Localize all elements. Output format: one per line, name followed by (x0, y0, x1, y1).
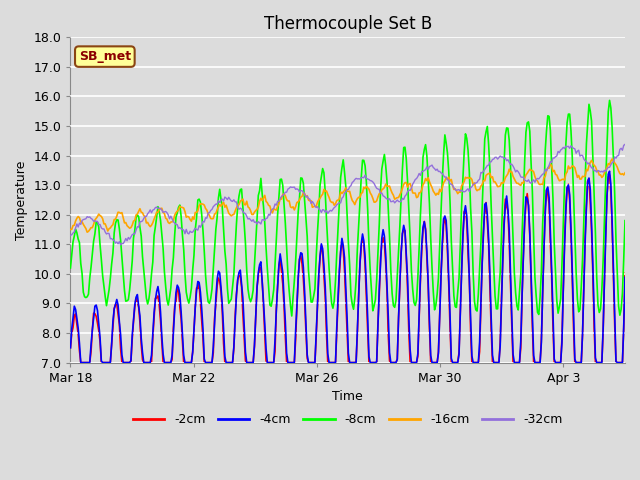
Y-axis label: Temperature: Temperature (15, 160, 28, 240)
X-axis label: Time: Time (332, 390, 363, 403)
Text: SB_met: SB_met (79, 50, 131, 63)
Title: Thermocouple Set B: Thermocouple Set B (264, 15, 432, 33)
Legend: -2cm, -4cm, -8cm, -16cm, -32cm: -2cm, -4cm, -8cm, -16cm, -32cm (128, 408, 568, 431)
